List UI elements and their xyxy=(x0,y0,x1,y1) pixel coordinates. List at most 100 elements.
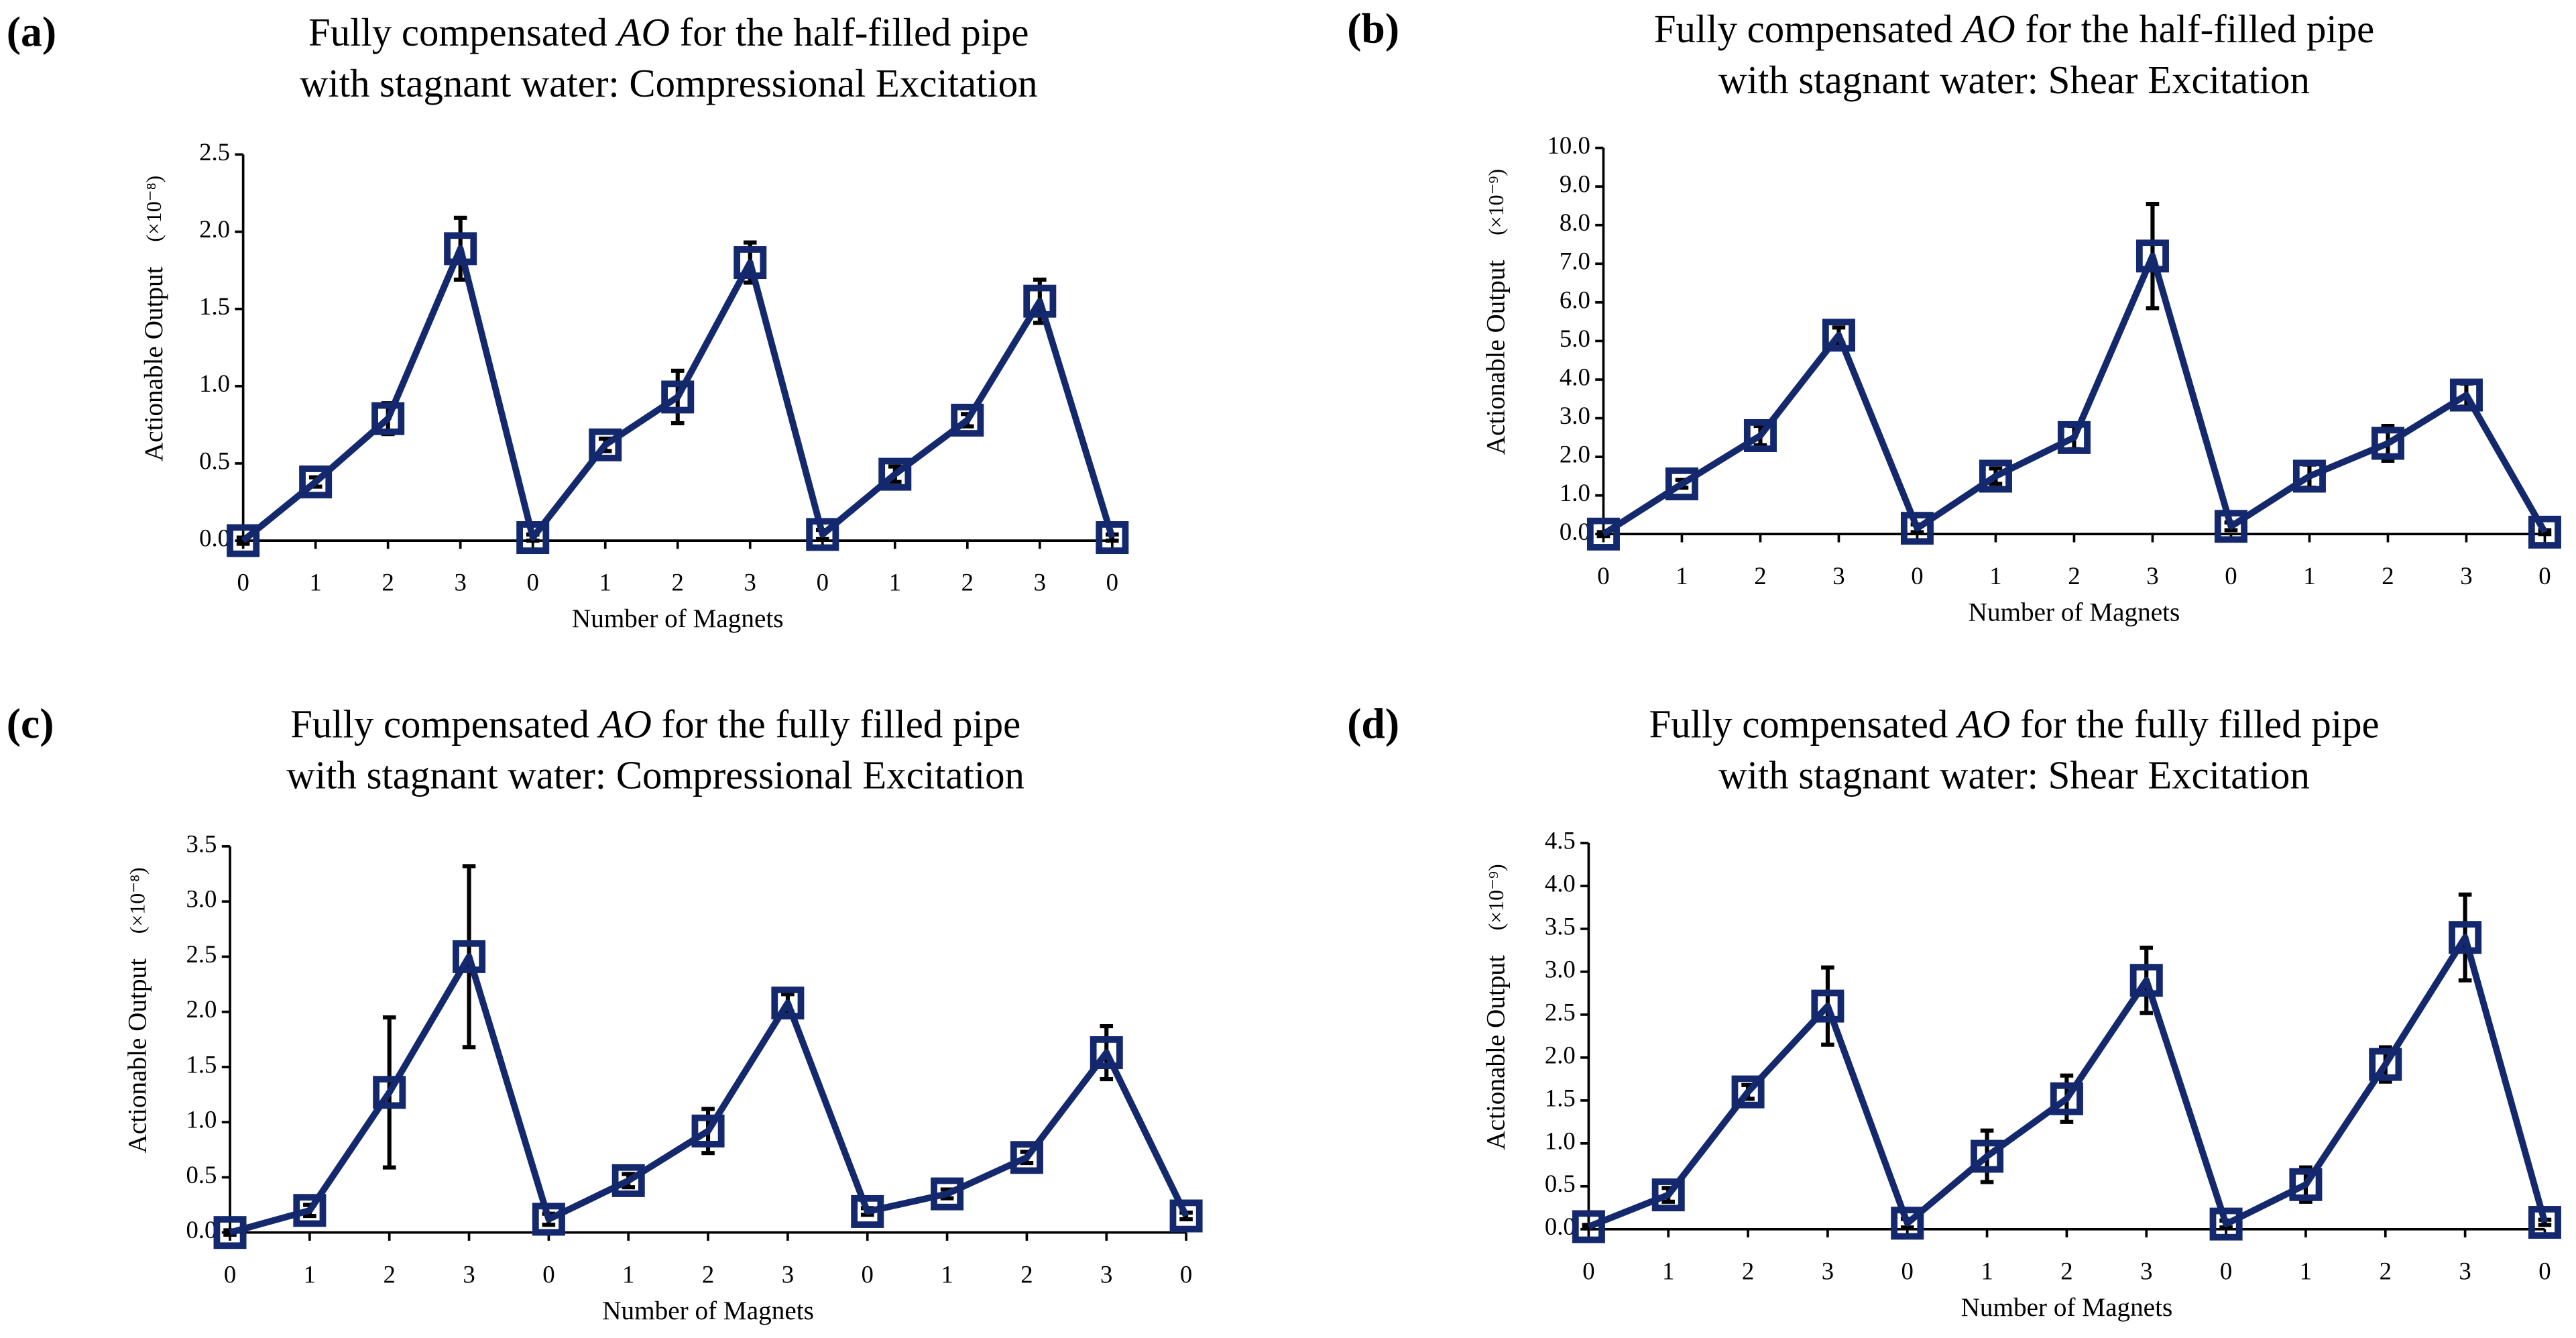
x-tick-label: 3 xyxy=(1034,569,1046,596)
marker xyxy=(2129,964,2163,997)
x-tick-label: 0 xyxy=(817,569,829,596)
marker xyxy=(1811,989,1845,1023)
series-line xyxy=(229,953,1189,1236)
x-tick-label: 0 xyxy=(542,1260,554,1288)
x-tick-label: 3 xyxy=(1832,562,1845,590)
y-tick-label: 1.0 xyxy=(1545,1127,1576,1154)
marker xyxy=(2057,421,2091,454)
x-tick-label: 3 xyxy=(2140,1257,2152,1284)
x-tick-label: 2 xyxy=(2382,562,2394,590)
x-tick-label: 0 xyxy=(527,569,539,596)
marker xyxy=(931,1177,964,1211)
marker xyxy=(1010,1141,1043,1174)
x-tick-label: 0 xyxy=(2538,1257,2551,1284)
marker xyxy=(1572,1210,1605,1243)
x-tick-label: 2 xyxy=(2380,1257,2392,1284)
x-tick-label: 1 xyxy=(2303,562,2315,590)
y-tick-label: 0.0 xyxy=(199,524,230,552)
x-tick-label: 2 xyxy=(672,569,684,596)
y-axis-unit: (×10⁻⁹) xyxy=(1484,864,1508,930)
chart-title: with stagnant water: Compressional Excit… xyxy=(300,61,1038,105)
x-tick-label: 2 xyxy=(384,1260,396,1288)
x-tick-label: 2 xyxy=(2060,1257,2072,1284)
y-axis-label: Actionable Output xyxy=(1482,955,1511,1150)
x-tick-label: 1 xyxy=(622,1260,634,1288)
y-tick-label: 0.5 xyxy=(199,447,230,474)
marker xyxy=(1891,1207,1924,1240)
x-tick-label: 1 xyxy=(1981,1257,1993,1284)
y-tick-label: 9.0 xyxy=(1560,170,1590,198)
marker xyxy=(516,521,550,555)
y-tick-label: 1.0 xyxy=(199,370,230,397)
panel-label: (b) xyxy=(1347,5,1399,52)
y-tick-label: 2.5 xyxy=(1545,998,1576,1025)
marker xyxy=(1090,1036,1123,1070)
y-axis-unit: (×10⁻⁹) xyxy=(1484,169,1508,235)
marker xyxy=(1743,419,1777,453)
marker xyxy=(1096,521,1129,555)
marker xyxy=(2209,1207,2243,1241)
marker xyxy=(1822,319,1855,352)
chart-title: Fully compensated AO for the fully fille… xyxy=(1649,702,2379,746)
panel-label: (c) xyxy=(7,700,54,747)
x-tick-label: 0 xyxy=(1901,1257,1914,1284)
chart-title: with stagnant water: Shear Excitation xyxy=(1718,753,2310,797)
x-tick-label: 3 xyxy=(2146,562,2158,590)
x-tick-label: 2 xyxy=(1020,1260,1033,1288)
chart-title: Fully compensated AO for the fully fille… xyxy=(290,702,1020,746)
marker xyxy=(293,1194,327,1227)
y-tick-label: 2.5 xyxy=(199,138,230,166)
x-tick-label: 0 xyxy=(1911,562,1923,590)
x-axis-label: Number of Magnets xyxy=(572,604,784,633)
y-tick-label: 2.0 xyxy=(199,215,230,243)
y-tick-label: 1.0 xyxy=(186,1106,217,1133)
marker xyxy=(691,1114,725,1148)
y-tick-label: 3.0 xyxy=(1560,402,1590,429)
marker xyxy=(2528,1206,2561,1239)
marker xyxy=(453,940,486,973)
x-axis-label: Number of Magnets xyxy=(1969,598,2180,626)
y-tick-label: 3.0 xyxy=(186,885,217,913)
x-tick-label: 0 xyxy=(1597,562,1609,590)
chart-title: Fully compensated AO for the half-filled… xyxy=(1654,7,2374,51)
marker xyxy=(227,524,260,557)
x-tick-label: 2 xyxy=(961,569,974,596)
marker xyxy=(371,402,405,435)
marker xyxy=(2214,510,2247,543)
marker xyxy=(2528,515,2561,549)
y-tick-label: 2.0 xyxy=(1560,441,1590,468)
y-tick-label: 0.0 xyxy=(1560,518,1590,545)
panel-label: (a) xyxy=(7,8,56,56)
y-tick-label: 2.0 xyxy=(186,995,217,1023)
marker xyxy=(851,1194,884,1228)
x-tick-label: 3 xyxy=(1100,1260,1112,1288)
marker xyxy=(806,518,839,551)
marker xyxy=(1900,512,1934,545)
marker xyxy=(734,246,767,280)
y-axis-label: Actionable Output xyxy=(1482,260,1511,455)
x-tick-label: 3 xyxy=(1822,1257,1834,1284)
marker xyxy=(532,1203,565,1236)
marker xyxy=(1023,284,1057,318)
y-axis-label: Actionable Output xyxy=(139,266,168,461)
x-tick-label: 0 xyxy=(862,1260,874,1288)
marker xyxy=(2050,1082,2083,1115)
marker xyxy=(444,232,477,266)
y-tick-label: 4.5 xyxy=(1545,826,1576,854)
x-tick-label: 0 xyxy=(2225,562,2237,590)
y-axis-unit: (×10⁻⁸) xyxy=(142,176,166,242)
x-tick-label: 0 xyxy=(1582,1257,1594,1284)
y-tick-label: 5.0 xyxy=(1560,325,1590,352)
y-tick-label: 3.0 xyxy=(1545,955,1576,983)
x-tick-label: 0 xyxy=(2220,1257,2232,1284)
marker xyxy=(661,380,695,414)
marker xyxy=(213,1216,247,1249)
x-tick-label: 0 xyxy=(224,1260,236,1288)
x-tick-label: 0 xyxy=(2538,562,2551,590)
marker xyxy=(2449,921,2482,954)
x-tick-label: 2 xyxy=(702,1260,714,1288)
x-tick-label: 0 xyxy=(1106,569,1118,596)
marker xyxy=(2292,459,2326,493)
y-tick-label: 10.0 xyxy=(1547,131,1590,159)
series-line xyxy=(241,245,1116,543)
